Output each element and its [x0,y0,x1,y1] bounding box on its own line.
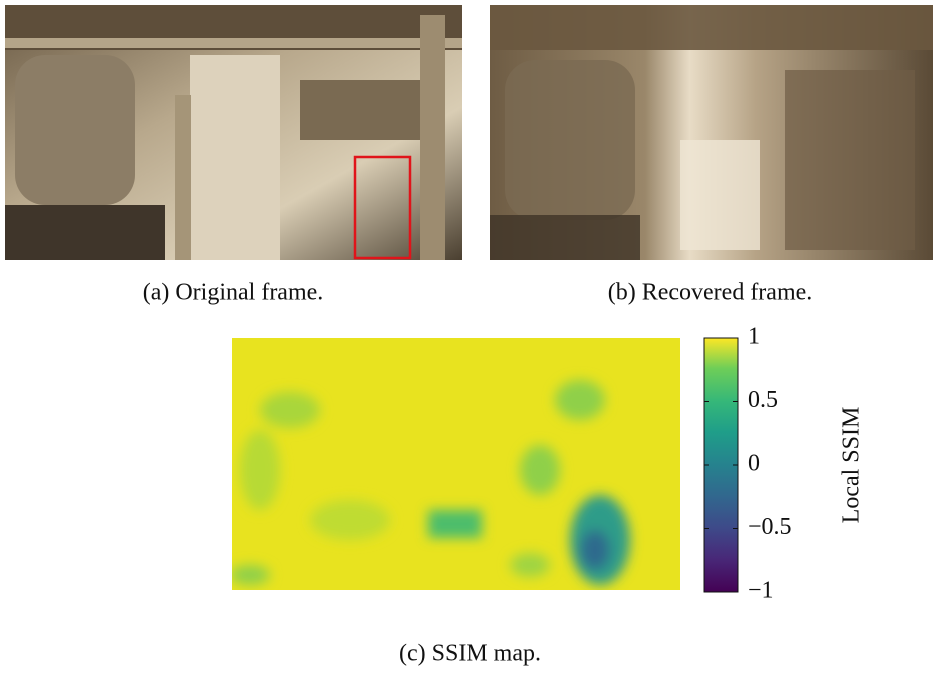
tick-label: 1 [748,324,760,350]
colorbar-label: Local SSIM [839,407,865,524]
figure: (a) Original frame. (b) Recovered frame.… [0,0,939,680]
ssim-map [230,338,680,590]
caption: (b) Recovered frame. [608,280,813,306]
tick-label: 0 [748,451,760,477]
tick-label: −0.5 [748,514,792,540]
tick-label: −1 [748,578,774,604]
original-frame [5,5,462,260]
caption: (c) SSIM map. [399,641,541,667]
recovered-frame [490,5,933,260]
tick-label: 0.5 [748,387,778,413]
caption: (a) Original frame. [143,280,324,306]
colorbar [704,338,738,592]
